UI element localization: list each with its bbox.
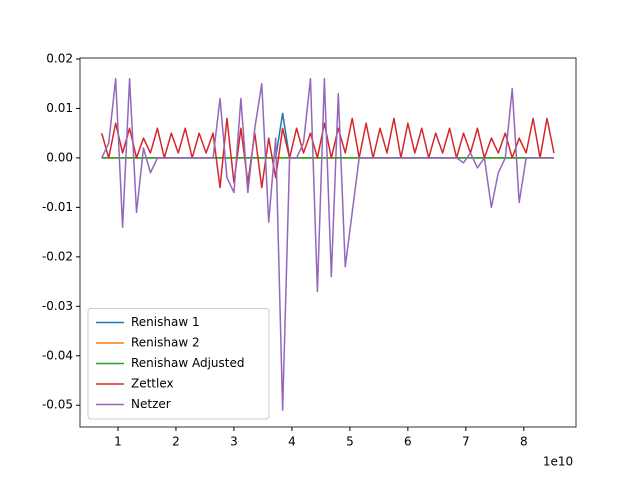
y-tick-label: -0.01: [42, 200, 73, 214]
y-tick-label: 0.00: [46, 150, 73, 164]
x-tick-label: 4: [288, 435, 296, 449]
y-tick-label: -0.03: [42, 299, 73, 313]
legend-label: Renishaw 1: [131, 315, 200, 329]
plot-frame: [79, 57, 577, 428]
legend-label: Renishaw 2: [131, 336, 200, 350]
x-tick-label: 8: [520, 435, 528, 449]
x-tick-label: 5: [346, 435, 354, 449]
x-tick-label: 6: [404, 435, 412, 449]
x-tick-label: 3: [230, 435, 238, 449]
legend-box: [87, 308, 270, 420]
legend-label: Netzer: [131, 397, 171, 411]
y-tick-label: -0.04: [42, 348, 73, 362]
series-line: [101, 117, 555, 189]
y-tick-label: -0.05: [42, 398, 73, 412]
series-line: [101, 78, 554, 411]
x-tick-label: 2: [172, 435, 180, 449]
y-tick-label: 0.02: [46, 51, 73, 65]
y-tick-label: 0.01: [46, 101, 73, 115]
x-tick-label: 7: [462, 435, 470, 449]
x-offset-label: 1e10: [543, 455, 573, 469]
x-tick-label: 1: [114, 435, 122, 449]
legend-label: Renishaw Adjusted: [131, 356, 244, 370]
y-tick-label: -0.02: [42, 249, 73, 263]
legend-label: Zettlex: [131, 377, 174, 391]
